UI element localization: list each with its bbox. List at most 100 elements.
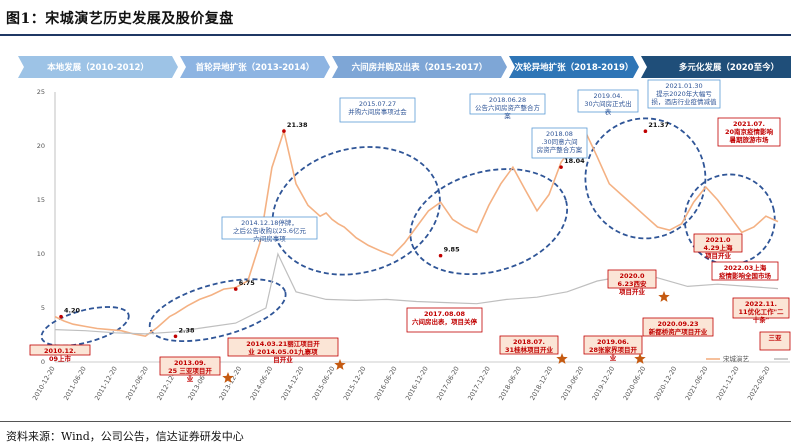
peak-marker: [59, 314, 63, 319]
annotation-line: 6.23西安: [617, 279, 647, 288]
y-tick-label: 15: [37, 196, 45, 204]
x-tick-label: 2015-06-20: [311, 365, 337, 402]
opening-stars: [222, 291, 670, 383]
annotation-box: [406, 307, 483, 333]
annotation-text: 2019.06. 28张家界项目开业: [589, 338, 638, 362]
annotation-line: 2017.08.08: [424, 310, 466, 318]
annotation: 2018.08.30同意六间房资产整合方案: [531, 127, 588, 159]
x-tick-label: 2016-12-20: [404, 365, 430, 402]
annotation-line: 公告六间房资产整合方: [475, 103, 541, 112]
annotation-line: 案: [504, 111, 511, 120]
annotation-line: 六间房出表，项目关停: [412, 317, 478, 326]
x-tick-label: 2017-12-20: [466, 365, 492, 402]
annotation-line: 20南京疫情影响: [725, 127, 774, 136]
x-tick-label: 2019-06-20: [559, 365, 585, 402]
annotation-text: 三亚: [769, 334, 783, 342]
phase-banner: 本地发展（2010-2012） 首轮异地扩张（2013-2014） 六间房并购及出表…: [18, 56, 791, 78]
annotation-line: 2015.07.27: [359, 100, 396, 108]
x-tick-label: 2014-06-20: [249, 365, 275, 402]
annotation: 2014.12.18停牌，之后公告收购以25.6亿元六间房事项: [221, 216, 318, 243]
legend: 宋城演艺万: [706, 354, 788, 363]
trend-ellipses: [40, 117, 776, 347]
series-line-songcheng: [54, 128, 779, 337]
annotation-box: [577, 89, 639, 113]
annotation-line: 2014.12.18停牌，: [241, 218, 298, 227]
annotation-line: 30六间房正式出: [584, 99, 631, 108]
x-tick-label: 2018-06-20: [497, 365, 523, 402]
annotation-text: 2019.04. 30六间房正式出表: [584, 92, 631, 116]
annotation-box: [717, 117, 781, 147]
annotation: 2021.0 4.29上海项目开业: [693, 233, 743, 260]
top-rule: [0, 34, 791, 36]
annotation-box: [583, 335, 643, 355]
source-note: 资料来源：Wind，公司公告，信达证券研发中心: [6, 430, 244, 443]
x-tick-label: 2019-12-20: [590, 365, 616, 402]
annotation: 2022.11. 11优化工作"二十条": [732, 297, 790, 324]
annotation-text: 2021.07. 20南京疫情影响暑期旅游市场: [725, 120, 774, 144]
annotation-line: 疫情影响全国市场: [719, 271, 772, 280]
annotation-line: 2022.03上海: [724, 263, 767, 272]
x-tick-label: 2017-06-20: [435, 365, 461, 402]
annotation-line: .30同意六间: [541, 137, 577, 146]
peak-label: 2.38: [178, 326, 195, 334]
y-tick-label: 5: [41, 304, 45, 312]
phase-arrow: [509, 56, 639, 78]
x-tick-label: 2022-06-20: [746, 365, 772, 402]
annotation-line: 28张家界项目开: [589, 345, 638, 354]
peak-labels: 4.20 2.38 6.75 21.38 9.85 18.04 21.37: [59, 121, 669, 339]
opening-star-icon: [334, 359, 346, 370]
annotation-text: 2013.09. 25 三亚项目开业: [168, 359, 212, 383]
annotation-line: 三亚: [769, 334, 783, 342]
annotation-line: 2018.07.: [513, 338, 545, 346]
annotation-line: 六间房事项: [253, 234, 286, 243]
annotation-line: 目开业: [273, 355, 293, 364]
annotation-line: 4.29上海: [703, 243, 733, 252]
peak-label: 9.85: [444, 246, 461, 254]
annotation-text: 2018.08.30同意六间房资产整合方案: [537, 130, 583, 154]
phase-1: 本地发展（2010-2012）: [18, 56, 178, 78]
annotation-line: 09上市: [49, 354, 72, 363]
annotation: 2014.03.21丽江项目开业 2014.05.01九寨项目开业: [227, 337, 339, 364]
trend-ellipse: [271, 146, 441, 276]
annotation-line: 项目开业: [619, 287, 646, 296]
peak-marker: [643, 129, 648, 134]
annotation-box: [732, 297, 790, 319]
annotation-line: 项目开业: [705, 251, 732, 260]
annotation-box: [693, 233, 743, 253]
phase-label: 首轮异地扩张（2013-2014）: [196, 62, 315, 73]
trend-ellipse: [148, 278, 287, 343]
annotation-text: 2020.0 6.23西安项目开业: [617, 272, 647, 296]
peak-marker: [233, 287, 238, 291]
legend-label: 宋城演艺: [723, 354, 750, 363]
annotation: 2019.04. 30六间房正式出表: [577, 89, 639, 116]
phase-arrow: [641, 56, 791, 78]
annotation-line: 暑期旅游市场: [729, 135, 770, 144]
phase-label: 本地发展（2010-2012）: [47, 62, 149, 73]
annotation-text: 2010.12. 09上市: [44, 347, 76, 363]
annotation: 2022.03上海疫情影响全国市场: [711, 261, 779, 281]
annotation-box: [221, 216, 318, 240]
annotation-box: [159, 356, 221, 376]
annotation: 2019.06. 28张家界项目开业: [583, 335, 643, 362]
annotation-line: 2021.01.30: [665, 82, 702, 90]
annotation: 2013.09. 25 三亚项目开业: [159, 356, 221, 383]
annotation-line: 业 2014.05.01九寨项: [248, 347, 318, 356]
peak-label: 21.37: [648, 121, 669, 129]
annotation-line: 2019.06.: [597, 338, 629, 346]
phase-arrow: [18, 56, 178, 78]
phase-label: 多元化发展（2020至今）: [679, 62, 779, 73]
annotation-box: [339, 97, 416, 123]
axes: 0 5 10 15 20 25 2010-12-20 2011-06-20 2011-12-20…: [31, 88, 790, 402]
annotation-box: [499, 335, 559, 355]
trend-ellipse: [584, 117, 707, 240]
annotation-text: 2022.03上海疫情影响全国市场: [719, 263, 772, 280]
phase-label: 次轮异地扩张（2018-2019）: [515, 62, 634, 73]
peak-label: 18.04: [564, 157, 585, 165]
x-tick-label: 2013-12-20: [217, 365, 243, 402]
opening-star-icon: [634, 353, 646, 364]
annotation-box: [759, 331, 791, 351]
annotation-line: 2014.03.21丽江项目开: [246, 339, 320, 348]
phase-3: 六间房并购及出表（2015-2017）: [332, 56, 507, 78]
annotation-line: 表: [605, 107, 612, 116]
annotation: 2017.08.08 六间房出表，项目关停: [406, 307, 483, 333]
